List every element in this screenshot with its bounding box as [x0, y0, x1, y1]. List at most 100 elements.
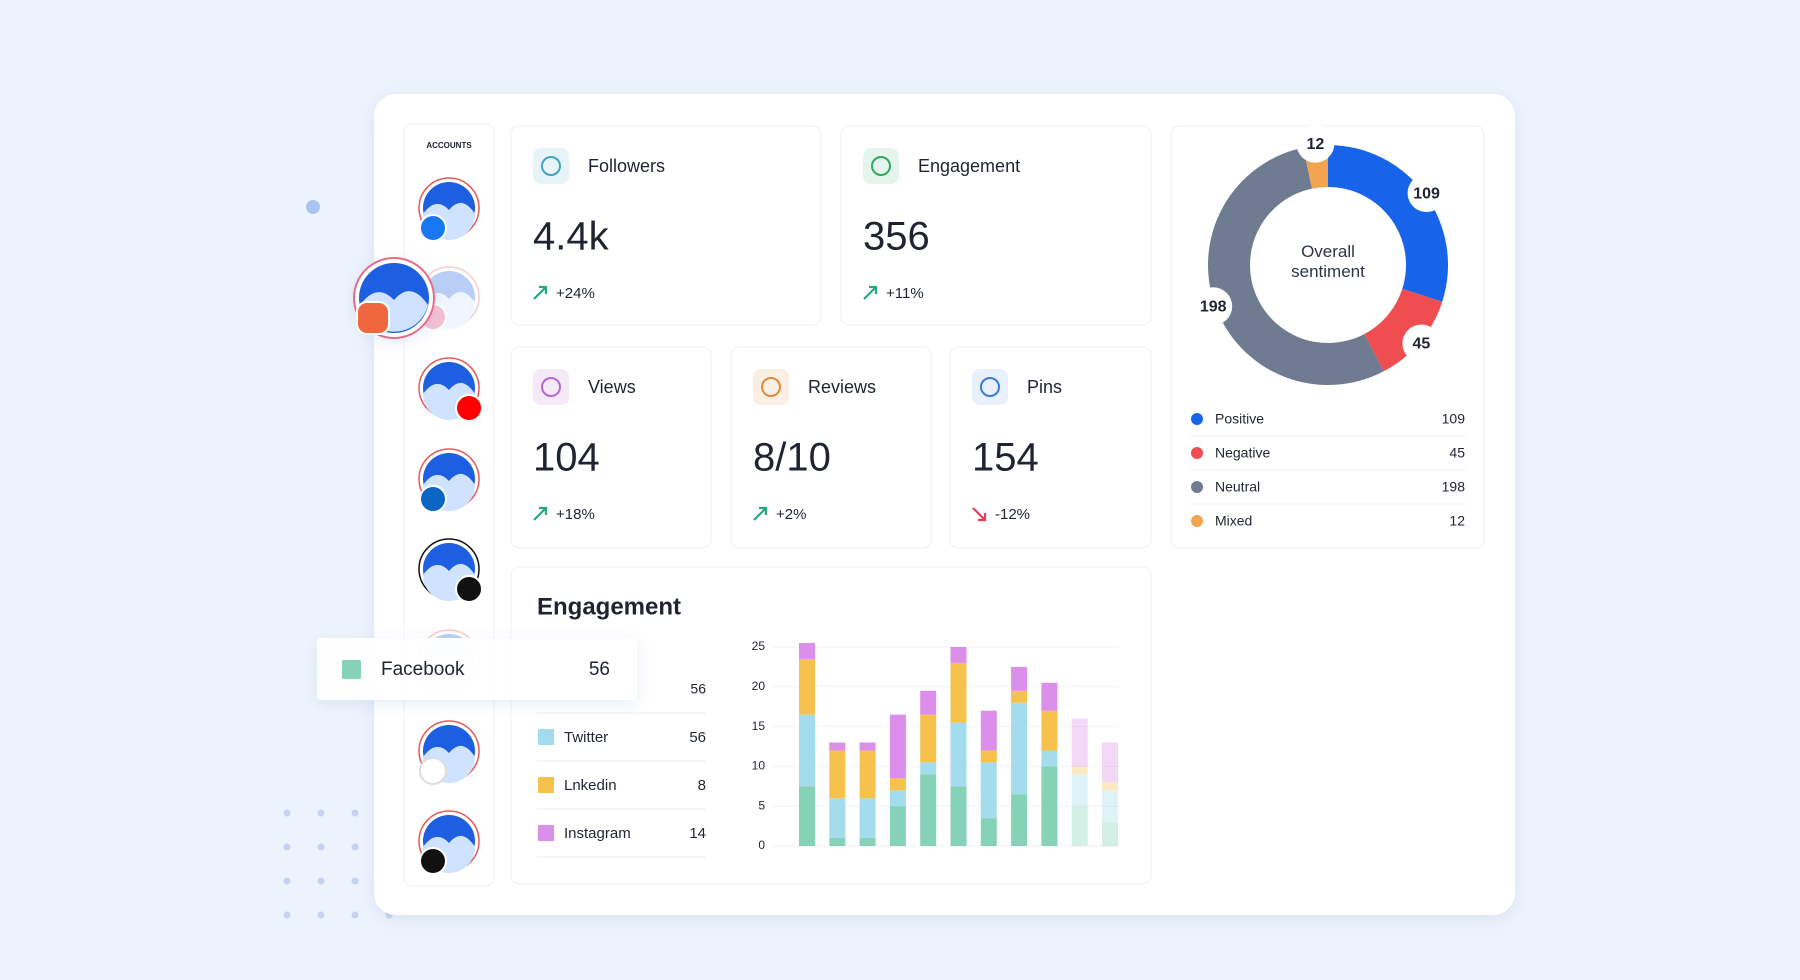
legend-dot	[1191, 447, 1203, 459]
donut-segment	[1208, 147, 1384, 386]
y-tick-label: 20	[752, 679, 766, 693]
decor-dot	[306, 200, 320, 214]
bar-segment	[950, 647, 967, 663]
legend-value: 12	[1449, 513, 1465, 529]
bar-segment	[1041, 710, 1058, 751]
donut-label: 198	[1200, 299, 1227, 316]
bar-segment	[859, 750, 876, 799]
donut-label-bg	[1402, 324, 1441, 363]
bar-segment	[950, 786, 967, 846]
bar-segment	[1011, 690, 1028, 703]
legend-name: Facebook	[381, 659, 465, 680]
stat-value: 4.4k	[533, 215, 610, 259]
legend-value: 109	[1442, 411, 1466, 427]
account-avatar	[418, 448, 480, 513]
trend-arrow	[972, 507, 987, 522]
legend-name: Instagram	[564, 825, 631, 842]
trend-arrow	[863, 285, 878, 300]
bar-segment	[1011, 666, 1028, 691]
chart-title: Engagement	[537, 593, 681, 620]
account-avatar	[418, 720, 480, 785]
bar-stack	[1011, 666, 1028, 846]
account-avatar	[418, 810, 480, 875]
network-badge	[419, 847, 447, 875]
bar-segment	[980, 750, 997, 763]
network-badge	[419, 485, 447, 513]
bar-segment	[980, 710, 997, 751]
network-badge	[419, 214, 447, 242]
legend-value: 56	[589, 659, 610, 680]
stat-change: +18%	[556, 506, 595, 523]
stat-icon-glyph	[980, 377, 1000, 397]
bar-segment	[1041, 682, 1058, 711]
bar-segment	[799, 786, 815, 846]
legend-popup	[317, 638, 637, 700]
legend-value-faded: 56	[690, 681, 706, 697]
bar-segment	[920, 690, 937, 715]
stat-label: Engagement	[918, 156, 1020, 176]
legend-value: 45	[1449, 445, 1465, 461]
bar-stack	[1102, 742, 1118, 846]
y-tick-label: 25	[752, 639, 766, 653]
trend-arrow	[753, 506, 768, 521]
donut-label: 45	[1412, 336, 1430, 353]
y-tick-label: 15	[752, 719, 766, 733]
avatar-art	[423, 291, 475, 329]
bar-segment	[1071, 766, 1088, 775]
bar-segment	[1041, 750, 1058, 767]
stat-icon	[753, 369, 789, 405]
stat-change: +2%	[776, 506, 806, 523]
bar-stack	[1071, 718, 1088, 846]
bar-segment	[889, 806, 906, 846]
stat-value: 154	[972, 436, 1039, 480]
bar-segment	[1102, 782, 1118, 791]
trend-arrow	[533, 285, 548, 300]
stat-icon	[863, 148, 899, 184]
bar-segment	[859, 798, 876, 839]
bar-segment	[829, 798, 846, 839]
legend-dot	[1191, 413, 1203, 425]
bar-segment	[1011, 794, 1028, 846]
y-tick-label: 5	[758, 798, 765, 812]
stat-value: 356	[863, 215, 930, 259]
network-badge	[419, 757, 447, 785]
account-avatar	[418, 266, 480, 331]
stat-change: -12%	[995, 506, 1030, 523]
account-avatar	[418, 538, 483, 603]
legend-value: 198	[1442, 479, 1466, 495]
bar-segment	[799, 643, 815, 659]
bar-segment	[889, 778, 906, 791]
bar-segment	[799, 658, 815, 715]
stat-icon	[533, 369, 569, 405]
stat-change: +11%	[886, 285, 924, 302]
bar-segment	[829, 742, 846, 751]
bar-stack	[889, 714, 906, 846]
bar-segment	[829, 750, 846, 799]
bar-stack	[950, 647, 967, 846]
donut-label-bg	[1194, 287, 1233, 326]
legend-name: Mixed	[1215, 513, 1252, 529]
bar-segment	[859, 838, 876, 846]
legend-value: 8	[698, 777, 706, 794]
network-badge	[455, 575, 483, 603]
stat-card	[840, 125, 1152, 326]
bar-stack	[920, 690, 937, 846]
stat-change: +24%	[556, 285, 595, 302]
bar-segment	[889, 790, 906, 807]
donut-label: 109	[1413, 185, 1440, 202]
bar-segment	[889, 714, 906, 779]
avatar-bg	[423, 271, 475, 323]
network-badge	[455, 394, 483, 422]
bar-segment	[829, 838, 846, 846]
bar-stack	[1041, 682, 1058, 846]
legend-name: Lnkedin	[564, 777, 617, 794]
bar-segment	[980, 818, 997, 846]
y-tick-label: 0	[758, 838, 765, 852]
account-avatar	[418, 177, 480, 242]
donut-segment	[1364, 288, 1443, 372]
donut-label: 12	[1306, 136, 1324, 153]
bar-segment	[1071, 774, 1088, 807]
stat-icon	[972, 369, 1008, 405]
legend-name: Positive	[1215, 411, 1264, 427]
trend-arrow	[533, 506, 548, 521]
